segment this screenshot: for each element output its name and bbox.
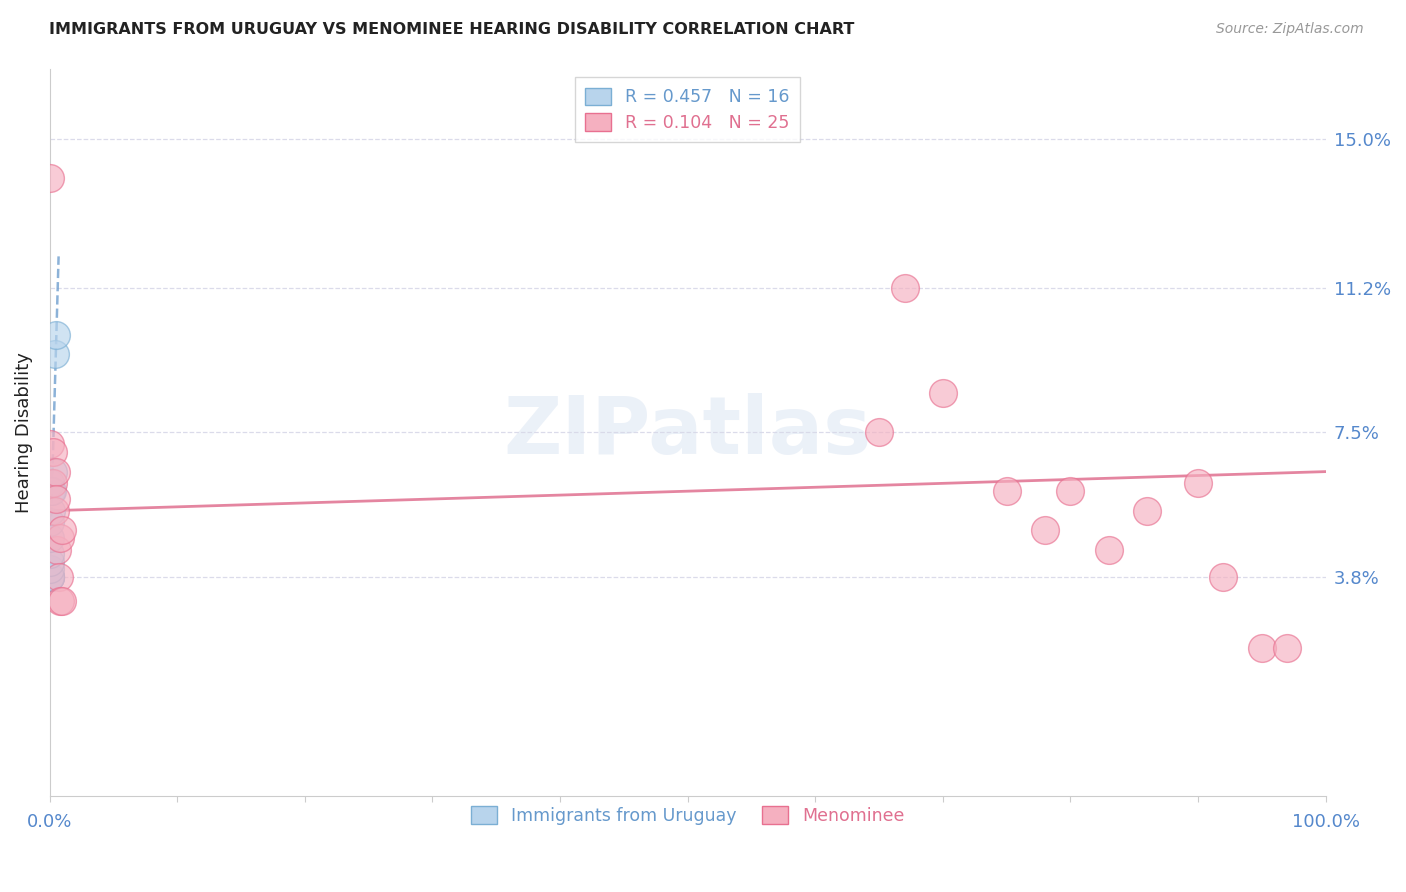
- Point: [38, 476, 60, 491]
- Point: [42, 476, 65, 491]
- Text: Source: ZipAtlas.com: Source: ZipAtlas.com: [1216, 22, 1364, 37]
- Point: [51, 593, 73, 607]
- Point: [38, 437, 60, 451]
- Point: [39, 484, 62, 499]
- Text: IMMIGRANTS FROM URUGUAY VS MENOMINEE HEARING DISABILITY CORRELATION CHART: IMMIGRANTS FROM URUGUAY VS MENOMINEE HEA…: [49, 22, 855, 37]
- Point: [45, 327, 67, 342]
- Point: [1250, 640, 1272, 655]
- Point: [38, 570, 60, 584]
- Point: [1136, 504, 1159, 518]
- Point: [38, 531, 60, 545]
- Point: [1098, 542, 1121, 557]
- Point: [893, 281, 915, 295]
- Point: [42, 445, 65, 459]
- Point: [41, 484, 63, 499]
- Point: [1277, 640, 1299, 655]
- Point: [38, 171, 60, 186]
- Point: [932, 386, 955, 401]
- Point: [44, 504, 66, 518]
- Point: [45, 491, 67, 506]
- Point: [38, 547, 60, 561]
- Point: [38, 555, 60, 569]
- Point: [45, 465, 67, 479]
- Point: [38, 570, 60, 584]
- Point: [1033, 524, 1056, 538]
- Point: [38, 570, 60, 584]
- Point: [38, 516, 60, 530]
- Point: [995, 484, 1018, 499]
- Point: [38, 562, 60, 576]
- Legend: Immigrants from Uruguay, Menominee: Immigrants from Uruguay, Menominee: [460, 796, 915, 835]
- Point: [48, 570, 70, 584]
- Text: ZIPatlas: ZIPatlas: [503, 393, 872, 472]
- Point: [49, 531, 72, 545]
- Point: [1187, 476, 1209, 491]
- Point: [868, 425, 890, 440]
- Point: [42, 465, 65, 479]
- Point: [1059, 484, 1081, 499]
- Point: [44, 347, 66, 361]
- Point: [1212, 570, 1234, 584]
- Point: [38, 570, 60, 584]
- Y-axis label: Hearing Disability: Hearing Disability: [15, 352, 32, 513]
- Point: [51, 524, 73, 538]
- Point: [46, 542, 69, 557]
- Point: [39, 504, 62, 518]
- Point: [49, 593, 72, 607]
